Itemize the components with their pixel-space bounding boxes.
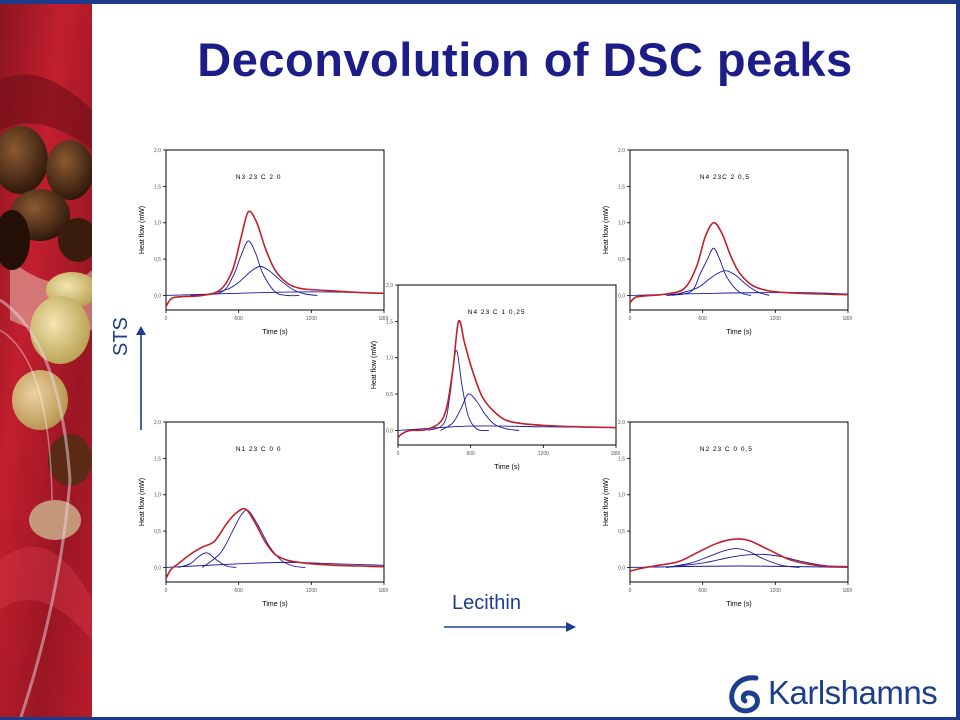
y-tick-label: 2,0	[618, 148, 625, 154]
x-tick-label: 600	[698, 588, 707, 594]
sample-annotation: N2 23 C 0 0,5	[700, 446, 753, 453]
y-tick-label: 1,5	[618, 456, 625, 462]
y-tick-label: 1,0	[618, 493, 625, 499]
x-tick-label: 600	[234, 316, 243, 322]
x-tick-label: 1200	[770, 316, 781, 322]
y-tick-label: 0,0	[154, 293, 161, 299]
fitted-peak-curve	[165, 561, 385, 568]
x-axis-label: Time (s)	[262, 329, 287, 336]
y-axis-label: Heat flow (mW)	[139, 206, 146, 254]
x-axis-label: Time (s)	[494, 464, 519, 471]
y-tick-label: 0,0	[618, 565, 625, 571]
y-tick-label: 0,5	[386, 392, 393, 398]
x-tick-label: 1800	[378, 316, 388, 322]
fitted-peak-curve	[666, 553, 836, 568]
dsc-chart-n4-025: 0,0 0,5 1,0 1,5 2,0 0 600 1200 1800 Time (s) Heat …	[371, 283, 620, 471]
y-tick-label: 0,5	[154, 257, 161, 263]
y-tick-label: 1,0	[618, 221, 625, 227]
x-tick-label: 1200	[306, 588, 317, 594]
slide-title: Deconvolution of DSC peaks	[197, 33, 853, 86]
x-tick-label: 1800	[378, 588, 388, 594]
measured-curve	[629, 538, 849, 572]
x-tick-label: 600	[698, 316, 707, 322]
y-tick-label: 1,0	[154, 493, 161, 499]
right-border	[956, 0, 960, 720]
x-tick-label: 0	[165, 316, 168, 322]
y-tick-label: 0,5	[154, 529, 161, 535]
y-axis-label: Heat flow (mW)	[603, 478, 610, 526]
fitted-peak-curve	[428, 350, 489, 431]
x-tick-label: 0	[629, 316, 632, 322]
karlshamns-swirl-icon	[729, 675, 760, 714]
fitted-peak-curve	[190, 240, 300, 297]
measured-curve	[165, 210, 385, 307]
y-tick-label: 1,5	[154, 456, 161, 462]
measured-curve	[629, 221, 849, 304]
y-tick-label: 0,0	[386, 428, 393, 434]
y-tick-label: 0,0	[618, 293, 625, 299]
y-tick-label: 2,0	[154, 148, 161, 154]
y-tick-label: 2,0	[154, 420, 161, 426]
fitted-peak-curve	[666, 247, 752, 296]
y-tick-label: 1,5	[618, 184, 625, 190]
y-axis-label: Heat flow (mW)	[603, 206, 610, 254]
y-tick-label: 1,5	[154, 184, 161, 190]
sample-annotation: N1 23 C 0 0	[236, 446, 282, 453]
measured-curve	[165, 507, 385, 579]
sample-annotation: N3 23 C 2 0	[236, 174, 282, 181]
fitted-peak-curve	[177, 552, 237, 568]
x-tick-label: 1200	[770, 588, 781, 594]
karlshamns-logo: Karlshamns	[726, 672, 952, 716]
x-tick-label: 0	[629, 588, 632, 594]
bottom-border	[0, 717, 960, 720]
x-axis-label: Time (s)	[726, 329, 751, 336]
fitted-peak-curve	[440, 393, 520, 431]
x-tick-label: 1200	[306, 316, 317, 322]
karlshamns-logo-text: Karlshamns	[768, 674, 938, 711]
x-tick-label: 1800	[610, 451, 620, 457]
x-tick-label: 1800	[842, 588, 852, 594]
lecithin-axis-label: Lecithin	[452, 592, 521, 614]
dsc-chart-n3: 0,0 0,5 1,0 1,5 2,0 0 600 1200 1800 Time (s) Heat …	[139, 148, 388, 336]
plot-frame	[397, 284, 617, 446]
x-tick-label: 1800	[842, 316, 852, 322]
plot-frame	[165, 149, 385, 311]
y-tick-label: 1,0	[386, 356, 393, 362]
y-tick-label: 1,5	[386, 319, 393, 325]
fitted-peak-curve	[202, 509, 306, 568]
y-tick-label: 0,5	[618, 529, 625, 535]
x-axis-label: Time (s)	[262, 601, 287, 608]
plot-frame	[629, 421, 849, 583]
plot-frame	[629, 149, 849, 311]
x-tick-label: 1200	[538, 451, 549, 457]
y-tick-label: 0,5	[618, 257, 625, 263]
x-axis-label: Time (s)	[726, 601, 751, 608]
dsc-chart-n1: 0,0 0,5 1,0 1,5 2,0 0 600 1200 1800 Time (s) Heat …	[139, 420, 388, 608]
y-tick-label: 2,0	[618, 420, 625, 426]
x-tick-label: 0	[165, 588, 168, 594]
y-tick-label: 2,0	[386, 283, 393, 289]
dsc-chart-n4-05: 0,0 0,5 1,0 1,5 2,0 0 600 1200 1800 Time (s) Heat …	[603, 148, 852, 336]
sample-annotation: N4 23 C 1 0,25	[468, 309, 526, 316]
lecithin-right-arrow-icon	[444, 622, 576, 632]
fitted-peak-curve	[672, 270, 770, 296]
sample-annotation: N4 23C 2 0,5	[700, 174, 750, 181]
measured-curve	[397, 319, 617, 439]
sts-up-arrow-icon	[136, 326, 146, 430]
x-tick-label: 0	[397, 451, 400, 457]
sts-axis-label: STS	[110, 317, 132, 356]
y-axis-label: Heat flow (mW)	[139, 478, 146, 526]
x-tick-label: 600	[234, 588, 243, 594]
top-border	[0, 0, 960, 4]
fitted-peak-curve	[666, 548, 800, 568]
dsc-chart-n2: 0,0 0,5 1,0 1,5 2,0 0 600 1200 1800 Time (s) Heat …	[603, 420, 852, 608]
fitted-peak-curve	[629, 565, 849, 568]
y-axis-label: Heat flow (mW)	[371, 341, 378, 389]
y-tick-label: 1,0	[154, 221, 161, 227]
x-tick-label: 600	[466, 451, 475, 457]
y-tick-label: 0,0	[154, 565, 161, 571]
chocolate-background-image	[0, 0, 92, 720]
